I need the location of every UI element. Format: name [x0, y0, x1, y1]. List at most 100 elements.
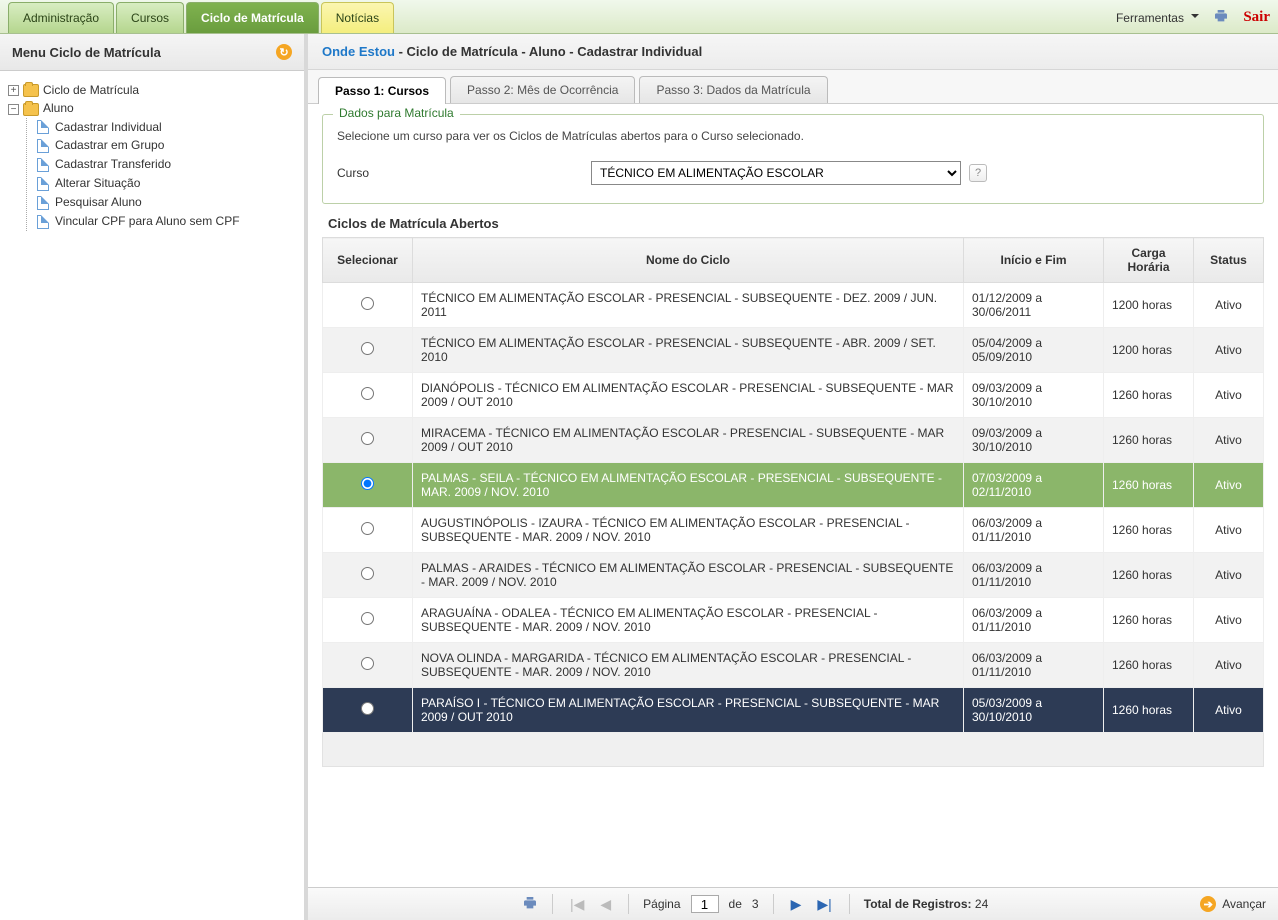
main-panel: Dados para Matrícula Selecione um curso … — [308, 104, 1278, 887]
cell-nome: PALMAS - ARAIDES - TÉCNICO EM ALIMENTAÇÃ… — [413, 553, 964, 598]
logout-link[interactable]: Sair — [1243, 9, 1270, 26]
row-select-radio[interactable] — [361, 432, 374, 445]
avancar-button[interactable]: ➔ Avançar — [1200, 896, 1266, 912]
table-row[interactable]: PARAÍSO I - TÉCNICO EM ALIMENTAÇÃO ESCOL… — [323, 688, 1264, 733]
table-row[interactable]: TÉCNICO EM ALIMENTAÇÃO ESCOLAR - PRESENC… — [323, 328, 1264, 373]
pager-prev[interactable]: ◀ — [597, 896, 614, 913]
wizard-step-tab[interactable]: Passo 2: Mês de Ocorrência — [450, 76, 635, 103]
nav-tree: + Ciclo de Matrícula − Aluno Cadastrar Indiv… — [8, 81, 296, 231]
grid-column-header[interactable]: Status — [1194, 238, 1264, 283]
cell-datas: 05/03/2009 a 30/10/2010 — [964, 688, 1104, 733]
tree-folder[interactable]: Aluno — [43, 101, 74, 115]
tree-folder[interactable]: Ciclo de Matrícula — [43, 83, 139, 97]
page-icon — [37, 196, 49, 210]
print-icon[interactable] — [522, 895, 538, 914]
row-select-radio[interactable] — [361, 657, 374, 670]
grid-column-header[interactable]: Nome do Ciclo — [413, 238, 964, 283]
ferramentas-label: Ferramentas — [1116, 11, 1184, 25]
row-select-radio[interactable] — [361, 297, 374, 310]
pager-de: de — [729, 897, 742, 911]
tree-toggle-icon[interactable]: + — [8, 85, 19, 96]
row-select-radio[interactable] — [361, 477, 374, 490]
grid-column-header[interactable]: Selecionar — [323, 238, 413, 283]
pager-bar: |◀ ◀ Página de 3 ▶ ▶| Total de Registros… — [308, 887, 1278, 920]
cell-datas: 09/03/2009 a 30/10/2010 — [964, 373, 1104, 418]
folder-icon — [23, 84, 39, 97]
topnav-tab[interactable]: Notícias — [321, 2, 394, 33]
cell-carga: 1260 horas — [1104, 553, 1194, 598]
table-row[interactable]: TÉCNICO EM ALIMENTAÇÃO ESCOLAR - PRESENC… — [323, 283, 1264, 328]
curso-select[interactable]: TÉCNICO EM ALIMENTAÇÃO ESCOLAR — [591, 161, 961, 185]
fieldset-hint: Selecione um curso para ver os Ciclos de… — [337, 129, 1249, 143]
row-select-radio[interactable] — [361, 342, 374, 355]
refresh-icon[interactable]: ↻ — [276, 44, 292, 60]
page-icon — [37, 215, 49, 229]
cell-carga: 1260 horas — [1104, 373, 1194, 418]
grid-column-header[interactable]: Carga Horária — [1104, 238, 1194, 283]
wizard-step-tab[interactable]: Passo 1: Cursos — [318, 77, 446, 104]
cell-nome: TÉCNICO EM ALIMENTAÇÃO ESCOLAR - PRESENC… — [413, 328, 964, 373]
cell-carga: 1260 horas — [1104, 598, 1194, 643]
topnav-tab[interactable]: Ciclo de Matrícula — [186, 2, 319, 33]
cell-nome: AUGUSTINÓPOLIS - IZAURA - TÉCNICO EM ALI… — [413, 508, 964, 553]
pager-label: Página — [643, 897, 680, 911]
row-select-radio[interactable] — [361, 612, 374, 625]
tree-item[interactable]: Alterar Situação — [55, 176, 140, 190]
cell-carga: 1200 horas — [1104, 283, 1194, 328]
ciclos-grid: SelecionarNome do CicloInício e FimCarga… — [322, 237, 1264, 733]
tree-item[interactable]: Vincular CPF para Aluno sem CPF — [55, 214, 240, 228]
top-navbar: AdministraçãoCursosCiclo de MatrículaNot… — [0, 0, 1278, 34]
sidebar-title: Menu Ciclo de Matrícula — [12, 45, 161, 60]
cell-nome: MIRACEMA - TÉCNICO EM ALIMENTAÇÃO ESCOLA… — [413, 418, 964, 463]
pager-page-input[interactable] — [691, 895, 719, 913]
row-select-radio[interactable] — [361, 522, 374, 535]
cell-carga: 1260 horas — [1104, 508, 1194, 553]
breadcrumb-prefix: Onde Estou — [322, 44, 395, 59]
table-row[interactable]: MIRACEMA - TÉCNICO EM ALIMENTAÇÃO ESCOLA… — [323, 418, 1264, 463]
tree-item[interactable]: Pesquisar Aluno — [55, 195, 142, 209]
table-row[interactable]: NOVA OLINDA - MARGARIDA - TÉCNICO EM ALI… — [323, 643, 1264, 688]
tree-item[interactable]: Cadastrar Individual — [55, 120, 162, 134]
cell-status: Ativo — [1194, 553, 1264, 598]
help-icon[interactable]: ? — [969, 164, 987, 182]
pager-next[interactable]: ▶ — [788, 896, 805, 913]
row-select-radio[interactable] — [361, 567, 374, 580]
topnav-tabs: AdministraçãoCursosCiclo de MatrículaNot… — [8, 2, 1116, 33]
pager-first[interactable]: |◀ — [567, 896, 587, 913]
row-select-radio[interactable] — [361, 702, 374, 715]
wizard-steps: Passo 1: CursosPasso 2: Mês de Ocorrênci… — [308, 70, 1278, 104]
pager-total-label: Total de Registros: 24 — [864, 897, 989, 911]
dados-matricula-fieldset: Dados para Matrícula Selecione um curso … — [322, 114, 1264, 204]
cell-carga: 1260 horas — [1104, 643, 1194, 688]
page-icon — [37, 139, 49, 153]
top-tools: Ferramentas Sair — [1116, 8, 1270, 33]
tree-item[interactable]: Cadastrar Transferido — [55, 157, 171, 171]
wizard-step-tab[interactable]: Passo 3: Dados da Matrícula — [639, 76, 827, 103]
table-row[interactable]: PALMAS - SEILA - TÉCNICO EM ALIMENTAÇÃO … — [323, 463, 1264, 508]
table-row[interactable]: ARAGUAÍNA - ODALEA - TÉCNICO EM ALIMENTA… — [323, 598, 1264, 643]
cell-status: Ativo — [1194, 418, 1264, 463]
topnav-tab[interactable]: Cursos — [116, 2, 184, 33]
grid-column-header[interactable]: Início e Fim — [964, 238, 1104, 283]
page-icon — [37, 177, 49, 191]
tree-toggle-icon[interactable]: − — [8, 104, 19, 115]
content-area: Onde Estou - Ciclo de Matrícula - Aluno … — [308, 34, 1278, 920]
pager-last[interactable]: ▶| — [814, 896, 834, 913]
sidebar-header: Menu Ciclo de Matrícula ↻ — [0, 34, 304, 71]
tree-item[interactable]: Cadastrar em Grupo — [55, 138, 164, 152]
ferramentas-menu[interactable]: Ferramentas — [1116, 11, 1199, 25]
breadcrumb: Onde Estou - Ciclo de Matrícula - Aluno … — [308, 34, 1278, 70]
breadcrumb-path: - Ciclo de Matrícula - Aluno - Cadastrar… — [399, 44, 703, 59]
print-icon[interactable] — [1213, 8, 1229, 27]
table-row[interactable]: AUGUSTINÓPOLIS - IZAURA - TÉCNICO EM ALI… — [323, 508, 1264, 553]
grid-footer-blank — [322, 733, 1264, 767]
folder-icon — [23, 103, 39, 116]
table-row[interactable]: DIANÓPOLIS - TÉCNICO EM ALIMENTAÇÃO ESCO… — [323, 373, 1264, 418]
table-row[interactable]: PALMAS - ARAIDES - TÉCNICO EM ALIMENTAÇÃ… — [323, 553, 1264, 598]
avancar-label: Avançar — [1222, 897, 1266, 911]
caret-down-icon — [1191, 14, 1199, 22]
cell-status: Ativo — [1194, 463, 1264, 508]
row-select-radio[interactable] — [361, 387, 374, 400]
arrow-right-icon: ➔ — [1200, 896, 1216, 912]
topnav-tab[interactable]: Administração — [8, 2, 114, 33]
